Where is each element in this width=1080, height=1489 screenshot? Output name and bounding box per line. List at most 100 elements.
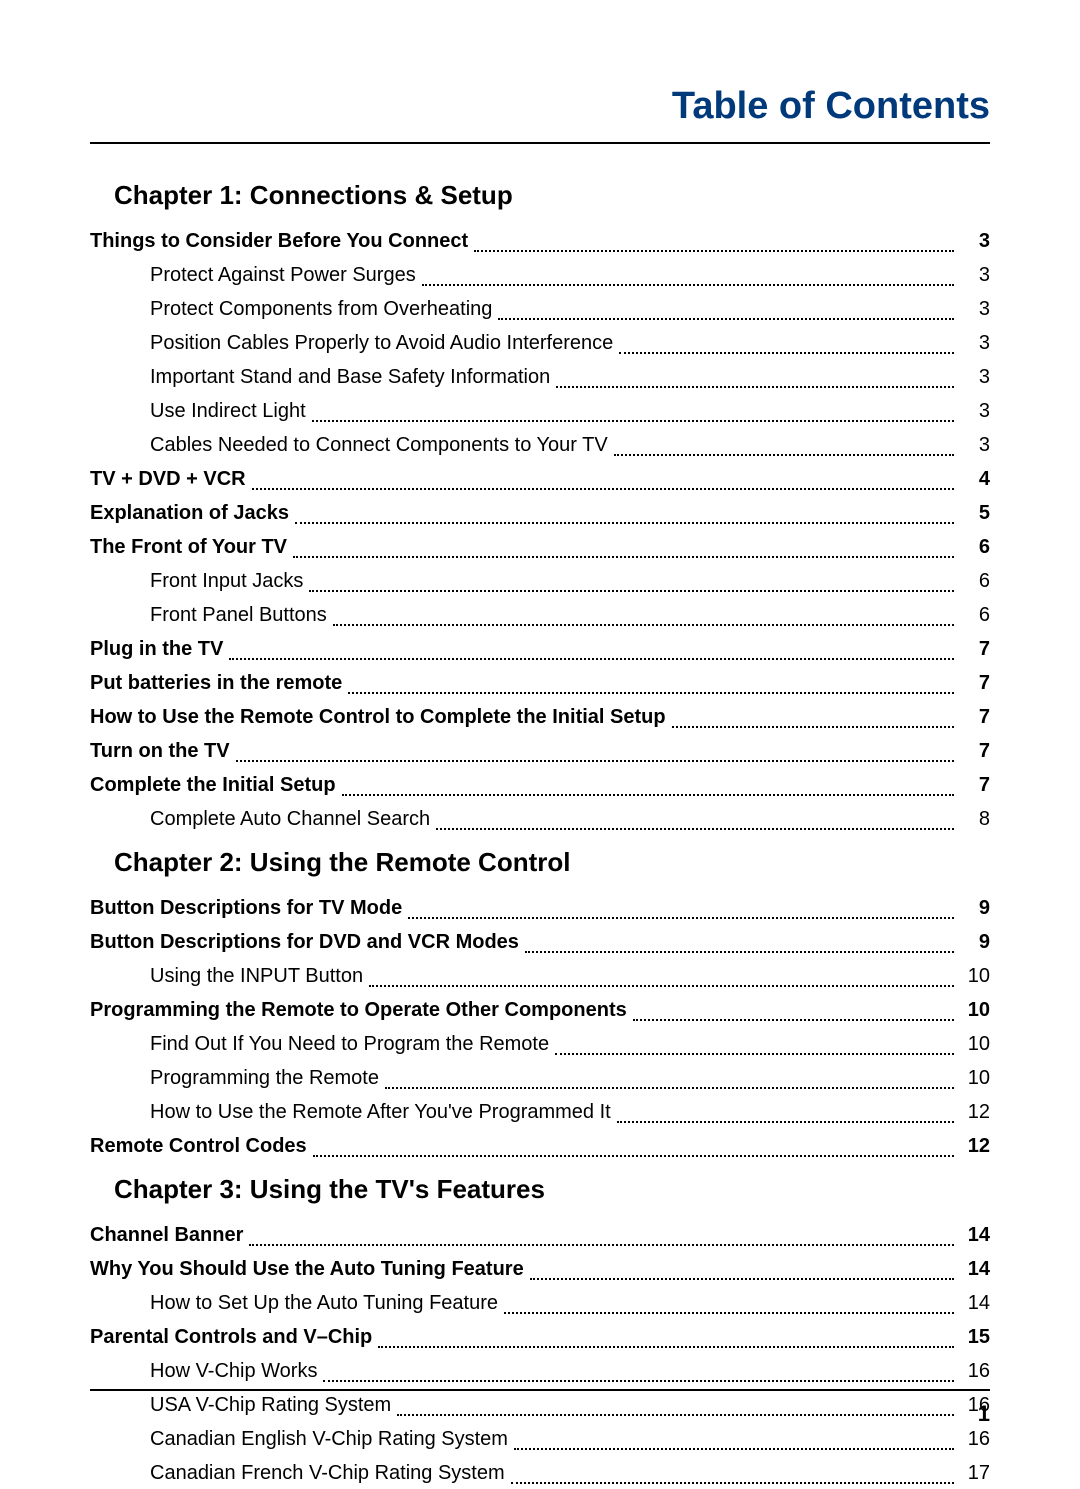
toc-page: 3 <box>958 259 990 291</box>
toc-leader <box>633 1019 954 1021</box>
toc-leader <box>617 1121 954 1123</box>
toc-leader <box>556 386 954 388</box>
toc-leader <box>530 1278 954 1280</box>
toc-label: How to Set Up the Auto Tuning Feature <box>150 1287 498 1319</box>
toc-row: Cables Needed to Connect Components to Y… <box>90 429 990 461</box>
toc-entries: Things to Consider Before You Connect 3P… <box>90 225 990 835</box>
toc-leader <box>323 1380 954 1382</box>
toc-row: Remote Control Codes 12 <box>90 1130 990 1162</box>
toc-page: 14 <box>958 1253 990 1285</box>
toc-leader <box>514 1448 954 1450</box>
toc-page: 3 <box>958 293 990 325</box>
toc-leader <box>309 590 954 592</box>
toc-row: Plug in the TV 7 <box>90 633 990 665</box>
toc-leader <box>436 828 954 830</box>
toc-label: Button Descriptions for DVD and VCR Mode… <box>90 926 519 958</box>
toc-label: How to Use the Remote After You've Progr… <box>150 1096 611 1128</box>
toc-leader <box>252 488 954 490</box>
toc-row: Find Out If You Need to Program the Remo… <box>90 1028 990 1060</box>
toc-row: Button Descriptions for TV Mode 9 <box>90 892 990 924</box>
footer-rule <box>90 1389 990 1391</box>
toc-row: How to Use the Remote Control to Complet… <box>90 701 990 733</box>
toc-page: 3 <box>958 225 990 257</box>
page-number: 1 <box>978 1401 990 1427</box>
toc-row: Using the INPUT Button 10 <box>90 960 990 992</box>
toc-leader <box>348 692 954 694</box>
toc-page: 12 <box>958 1130 990 1162</box>
toc-row: How V-Chip Works 16 <box>90 1355 990 1387</box>
toc-page: 9 <box>958 926 990 958</box>
toc-leader <box>229 658 954 660</box>
toc-page: 9 <box>958 892 990 924</box>
toc-page: 15 <box>958 1321 990 1353</box>
toc-label: TV + DVD + VCR <box>90 463 246 495</box>
toc-page: 7 <box>958 667 990 699</box>
toc-leader <box>504 1312 954 1314</box>
toc-row: Button Descriptions for DVD and VCR Mode… <box>90 926 990 958</box>
toc-leader <box>249 1244 954 1246</box>
toc-label: How V-Chip Works <box>150 1355 317 1387</box>
toc-label: Protect Components from Overheating <box>150 293 492 325</box>
toc-label: Use Indirect Light <box>150 395 306 427</box>
toc-label: Front Panel Buttons <box>150 599 327 631</box>
toc-row: Turn on the TV 7 <box>90 735 990 767</box>
toc-leader <box>474 250 954 252</box>
toc-row: Important Stand and Base Safety Informat… <box>90 361 990 393</box>
toc-label: Programming the Remote to Operate Other … <box>90 994 627 1026</box>
toc-page: 14 <box>958 1219 990 1251</box>
toc-leader <box>422 284 954 286</box>
toc-row: TV + DVD + VCR 4 <box>90 463 990 495</box>
toc-leader <box>369 985 954 987</box>
toc-label: Explanation of Jacks <box>90 497 289 529</box>
toc-row: Protect Against Power Surges 3 <box>90 259 990 291</box>
toc-label: How to Use the Remote Control to Complet… <box>90 701 666 733</box>
chapter-heading: Chapter 2: Using the Remote Control <box>114 847 990 878</box>
toc-leader <box>295 522 954 524</box>
page-title: Table of Contents <box>90 85 990 144</box>
toc-page: 4 <box>958 463 990 495</box>
toc-label: Turn on the TV <box>90 735 230 767</box>
toc-label: Cables Needed to Connect Components to Y… <box>150 429 608 461</box>
toc-page: 17 <box>958 1457 990 1489</box>
toc-page: 3 <box>958 395 990 427</box>
toc-label: Canadian English V-Chip Rating System <box>150 1423 508 1455</box>
toc-leader <box>614 454 954 456</box>
toc-leader <box>236 760 954 762</box>
toc-row: How to Set Up the Auto Tuning Feature 14 <box>90 1287 990 1319</box>
toc-page: 8 <box>958 803 990 835</box>
toc-label: Programming the Remote <box>150 1062 379 1094</box>
toc-row: Programming the Remote to Operate Other … <box>90 994 990 1026</box>
toc-page: 7 <box>958 769 990 801</box>
toc-page: 6 <box>958 599 990 631</box>
toc-page: 3 <box>958 429 990 461</box>
toc-page: 7 <box>958 701 990 733</box>
toc-label: Using the INPUT Button <box>150 960 363 992</box>
toc-leader <box>342 794 954 796</box>
toc-row: Front Panel Buttons 6 <box>90 599 990 631</box>
toc-page: 6 <box>958 531 990 563</box>
toc-leader <box>511 1482 954 1484</box>
toc-row: How to Use the Remote After You've Progr… <box>90 1096 990 1128</box>
toc-entries: Channel Banner 14Why You Should Use the … <box>90 1219 990 1489</box>
toc-container: Chapter 1: Connections & SetupThings to … <box>90 180 990 1489</box>
toc-label: Channel Banner <box>90 1219 243 1251</box>
toc-row: USA V-Chip Rating System 16 <box>90 1389 990 1421</box>
toc-page: 10 <box>958 960 990 992</box>
toc-label: Remote Control Codes <box>90 1130 307 1162</box>
toc-label: Front Input Jacks <box>150 565 303 597</box>
toc-label: Button Descriptions for TV Mode <box>90 892 402 924</box>
toc-row: Programming the Remote 10 <box>90 1062 990 1094</box>
toc-entries: Button Descriptions for TV Mode 9Button … <box>90 892 990 1162</box>
toc-label: Put batteries in the remote <box>90 667 342 699</box>
toc-page: 6 <box>958 565 990 597</box>
toc-page: 10 <box>958 994 990 1026</box>
toc-leader <box>312 420 954 422</box>
toc-row: Channel Banner 14 <box>90 1219 990 1251</box>
toc-label: The Front of Your TV <box>90 531 287 563</box>
toc-label: Why You Should Use the Auto Tuning Featu… <box>90 1253 524 1285</box>
toc-row: Protect Components from Overheating 3 <box>90 293 990 325</box>
toc-leader <box>672 726 954 728</box>
toc-leader <box>378 1346 954 1348</box>
toc-page: 7 <box>958 633 990 665</box>
toc-label: Find Out If You Need to Program the Remo… <box>150 1028 549 1060</box>
